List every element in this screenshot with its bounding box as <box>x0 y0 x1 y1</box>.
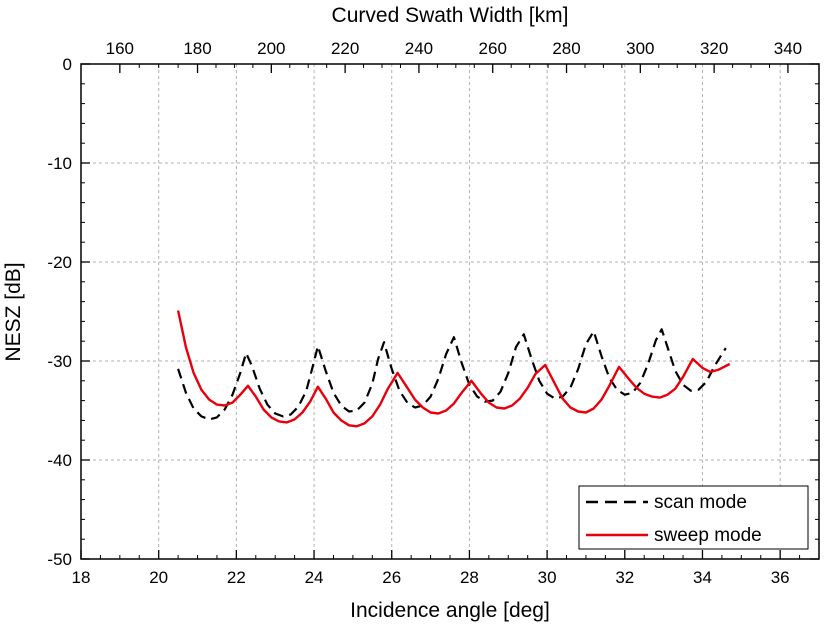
x2-tick-label: 260 <box>479 39 507 58</box>
x2-tick-label: 300 <box>626 39 654 58</box>
y-tick-label: -40 <box>47 451 72 470</box>
x2-tick-label: 200 <box>257 39 285 58</box>
legend-label-scan-mode: scan mode <box>654 492 747 513</box>
x-tick-label: 20 <box>149 568 168 587</box>
x2-tick-label: 180 <box>183 39 211 58</box>
x-tick-label: 18 <box>72 568 91 587</box>
y-tick-label: -10 <box>47 154 72 173</box>
x2-tick-label: 160 <box>106 39 134 58</box>
plot-frame <box>80 63 820 560</box>
tick-labels: 18 20 22 24 26 28 30 32 34 36 0 -10 -20 -30 -40 -50 160 1… <box>47 39 802 587</box>
series-line-sweep-mode <box>176 310 731 428</box>
legend-label-sweep-mode: sweep mode <box>654 525 762 546</box>
y-axis-title: NESZ [dB] <box>2 262 25 361</box>
x-tick-label: 24 <box>305 568 324 587</box>
x-tick-label: 36 <box>771 568 790 587</box>
x-tick-label: 26 <box>382 568 401 587</box>
x2-axis-title: Curved Swath Width [km] <box>332 4 569 27</box>
x-tick-label: 30 <box>538 568 557 587</box>
legend: scan mode sweep mode <box>578 485 809 550</box>
x2-tick-label: 240 <box>405 39 433 58</box>
axis-ticks <box>80 63 820 560</box>
x2-tick-label: 280 <box>552 39 580 58</box>
legend-box <box>578 485 809 550</box>
y-tick-label: -30 <box>47 352 72 371</box>
x-tick-label: 34 <box>693 568 712 587</box>
x-tick-label: 28 <box>460 568 479 587</box>
y-tick-label: -20 <box>47 253 72 272</box>
y-tick-label: -50 <box>47 550 72 569</box>
grid-lines <box>81 64 819 559</box>
x2-tick-label: 220 <box>331 39 359 58</box>
y-tick-label: 0 <box>63 55 72 74</box>
series-line-scan-mode <box>177 328 727 421</box>
x-tick-label: 22 <box>227 568 246 587</box>
series-layer <box>176 310 731 428</box>
x2-tick-label: 320 <box>700 39 728 58</box>
x-axis-title: Incidence angle [deg] <box>350 599 550 622</box>
x-tick-label: 32 <box>615 568 634 587</box>
x2-tick-label: 340 <box>774 39 802 58</box>
